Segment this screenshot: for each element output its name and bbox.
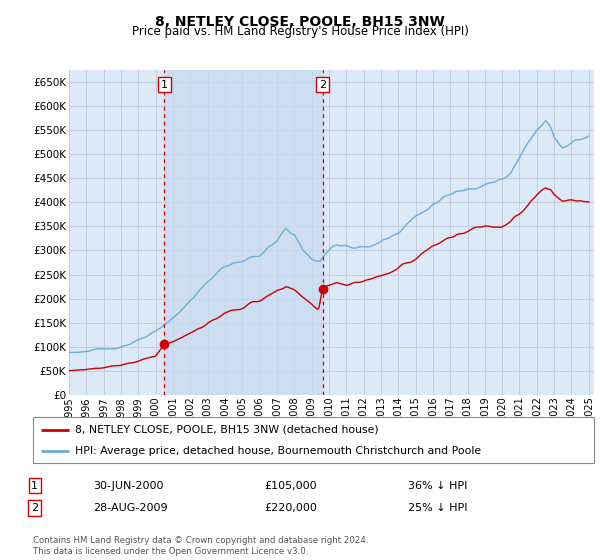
- Text: 8, NETLEY CLOSE, POOLE, BH15 3NW (detached house): 8, NETLEY CLOSE, POOLE, BH15 3NW (detach…: [75, 424, 379, 435]
- Text: Price paid vs. HM Land Registry's House Price Index (HPI): Price paid vs. HM Land Registry's House …: [131, 25, 469, 38]
- Bar: [164, 70, 323, 395]
- Text: HPI: Average price, detached house, Bournemouth Christchurch and Poole: HPI: Average price, detached house, Bour…: [75, 446, 481, 456]
- Text: 1: 1: [161, 80, 168, 90]
- Text: 28-AUG-2009: 28-AUG-2009: [93, 503, 167, 513]
- Text: 1: 1: [31, 480, 38, 491]
- Text: 8, NETLEY CLOSE, POOLE, BH15 3NW: 8, NETLEY CLOSE, POOLE, BH15 3NW: [155, 15, 445, 29]
- Text: Contains HM Land Registry data © Crown copyright and database right 2024.
This d: Contains HM Land Registry data © Crown c…: [33, 536, 368, 556]
- FancyBboxPatch shape: [33, 417, 594, 463]
- Text: 2: 2: [319, 80, 326, 90]
- Text: 36% ↓ HPI: 36% ↓ HPI: [408, 480, 467, 491]
- Text: £220,000: £220,000: [264, 503, 317, 513]
- Text: 25% ↓ HPI: 25% ↓ HPI: [408, 503, 467, 513]
- Text: 30-JUN-2000: 30-JUN-2000: [93, 480, 163, 491]
- Text: 2: 2: [31, 503, 38, 513]
- Text: £105,000: £105,000: [264, 480, 317, 491]
